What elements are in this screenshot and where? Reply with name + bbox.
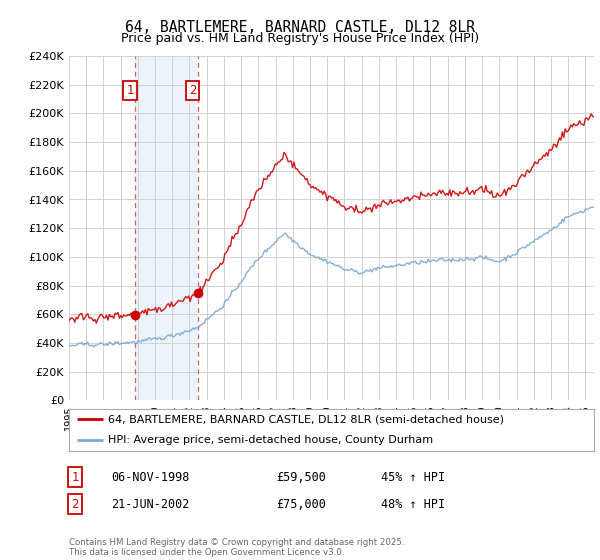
Text: £75,000: £75,000 <box>276 497 326 511</box>
Text: 2: 2 <box>188 84 196 97</box>
Bar <box>135 56 197 400</box>
Text: HPI: Average price, semi-detached house, County Durham: HPI: Average price, semi-detached house,… <box>109 435 433 445</box>
Text: 45% ↑ HPI: 45% ↑ HPI <box>381 470 445 484</box>
Text: Price paid vs. HM Land Registry's House Price Index (HPI): Price paid vs. HM Land Registry's House … <box>121 32 479 45</box>
Text: 21-JUN-2002: 21-JUN-2002 <box>111 497 190 511</box>
Text: 1: 1 <box>71 470 79 484</box>
Text: £59,500: £59,500 <box>276 470 326 484</box>
Text: 48% ↑ HPI: 48% ↑ HPI <box>381 497 445 511</box>
Text: 1: 1 <box>127 84 134 97</box>
Text: 06-NOV-1998: 06-NOV-1998 <box>111 470 190 484</box>
Text: 64, BARTLEMERE, BARNARD CASTLE, DL12 8LR: 64, BARTLEMERE, BARNARD CASTLE, DL12 8LR <box>125 20 475 35</box>
Text: 2: 2 <box>71 497 79 511</box>
Text: 64, BARTLEMERE, BARNARD CASTLE, DL12 8LR (semi-detached house): 64, BARTLEMERE, BARNARD CASTLE, DL12 8LR… <box>109 414 505 424</box>
Text: Contains HM Land Registry data © Crown copyright and database right 2025.
This d: Contains HM Land Registry data © Crown c… <box>69 538 404 557</box>
